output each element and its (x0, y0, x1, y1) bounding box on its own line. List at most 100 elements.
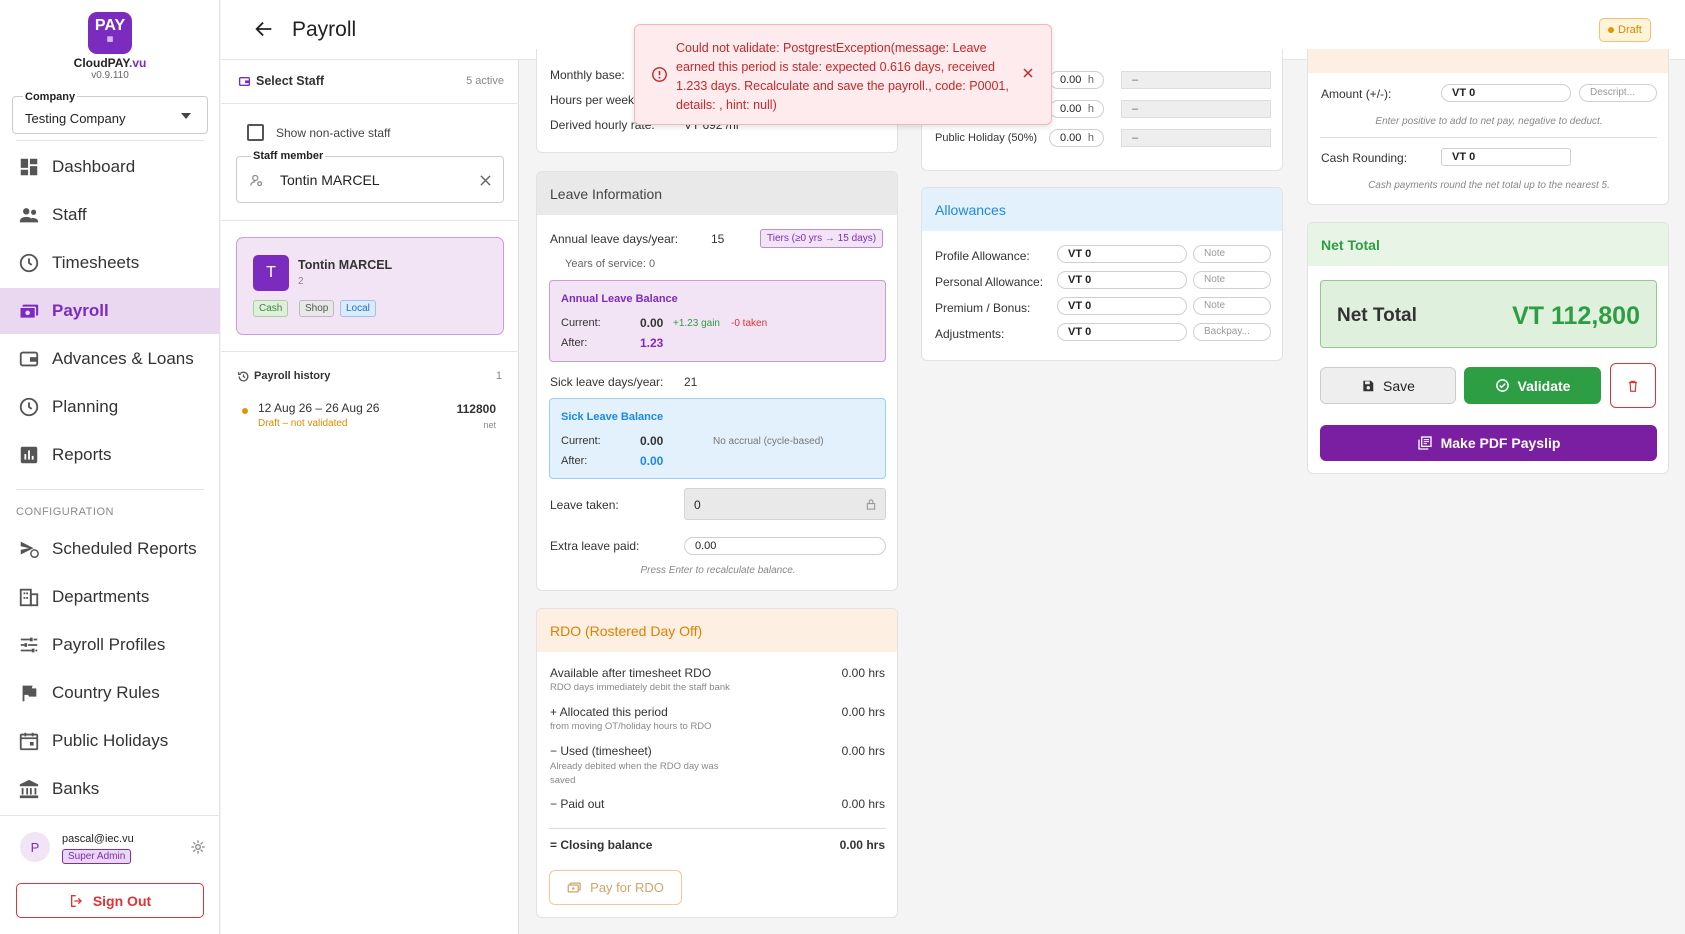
personal-allowance-note[interactable]: Note (1193, 271, 1271, 289)
net-total-box: Net Total VT 112,800 (1320, 280, 1657, 348)
annual-gain: +1.23 gain (673, 318, 720, 329)
brand-name-a: CloudPAY (73, 56, 129, 70)
public-holiday-label: Public Holiday (50%) (935, 132, 1038, 144)
sick-leave-value: 21 (684, 375, 698, 389)
profile-allowance-input[interactable]: VT 0 (1057, 245, 1187, 263)
amount-label: Amount (+/-): (1321, 87, 1392, 101)
leave-title: Leave Information (537, 172, 897, 215)
scheduled-send-icon (20, 541, 39, 558)
chevron-down-icon (181, 113, 191, 119)
personal-allowance-input[interactable]: VT 0 (1057, 271, 1187, 289)
nav-label: Timesheets (52, 253, 140, 272)
nav-banks[interactable]: Banks (0, 766, 220, 812)
app-logo[interactable]: PAY ▦ CloudPAY.vu v0.9.110 (0, 12, 220, 81)
premium-bonus-note[interactable]: Note (1193, 297, 1271, 315)
clear-icon[interactable] (480, 175, 491, 186)
logout-icon (70, 894, 82, 907)
overtime-hours-input[interactable]: 0.00 h (1049, 71, 1104, 89)
nav-payroll-profiles[interactable]: Payroll Profiles (0, 622, 220, 668)
error-toast: Could not validate: PostgrestException(m… (634, 24, 1052, 125)
company-select[interactable]: Company Testing Company (12, 91, 208, 134)
delete-button[interactable] (1610, 363, 1656, 408)
trash-icon (1628, 380, 1638, 392)
brand-name-b: .vu (129, 56, 147, 70)
bank-icon (19, 779, 39, 799)
staff-id: 2 (298, 276, 304, 287)
premium-bonus-input[interactable]: VT 0 (1057, 297, 1187, 315)
divider (221, 351, 519, 352)
nav-departments[interactable]: Departments (0, 574, 220, 620)
validate-button[interactable]: Validate (1464, 367, 1601, 404)
clock-icon (19, 253, 39, 273)
adjustments-input[interactable]: VT 0 (1057, 323, 1187, 341)
sign-out-button[interactable]: Sign Out (16, 883, 204, 918)
nav-reports[interactable]: Reports (0, 432, 220, 478)
logo-icon: PAY ▦ (88, 12, 132, 54)
nav-label: Reports (52, 445, 112, 464)
staff-card[interactable]: T Tontin MARCEL 2 Cash Shop Local (236, 237, 504, 335)
staff-member-field[interactable]: Staff member Tontin MARCEL (236, 150, 504, 203)
leave-taken-label: Leave taken: (550, 498, 619, 512)
sick-balance-title: Sick Leave Balance (561, 411, 664, 423)
nav-staff[interactable]: Staff (0, 192, 220, 238)
payments-icon (567, 882, 581, 893)
nav-dashboard[interactable]: Dashboard (0, 144, 220, 190)
adjustments-note[interactable]: Backpay... (1193, 323, 1271, 341)
config-heading: CONFIGURATION (16, 506, 114, 518)
user-email: pascal@iec.vu (62, 833, 134, 845)
annual-current: 0.00 (640, 316, 664, 330)
public-holiday-hours-input[interactable]: 0.00 h (1049, 129, 1104, 147)
adjustment-panel: Amount (+/-): VT 0 Descript... Enter pos… (1307, 49, 1669, 205)
adjustment-panel-header (1308, 49, 1668, 73)
pay-for-rdo-button[interactable]: Pay for RDO (549, 870, 682, 905)
nav-scheduled-reports[interactable]: Scheduled Reports (0, 526, 220, 572)
gear-icon[interactable] (190, 839, 206, 855)
check-circle-icon (1495, 379, 1509, 392)
calendar-icon (19, 732, 39, 751)
after-label: After: (561, 337, 588, 349)
extra-leave-input[interactable]: 0.00 (684, 537, 886, 555)
overtime-amount: – (1121, 100, 1271, 118)
tag-cash: Cash (253, 300, 289, 317)
history-range: 12 Aug 26 – 26 Aug 26 (258, 401, 380, 415)
overtime-hours-input[interactable]: 0.00 h (1049, 100, 1104, 118)
arrow-back-icon[interactable] (253, 18, 275, 40)
company-value: Testing Company (25, 111, 126, 126)
nav-timesheets[interactable]: Timesheets (0, 240, 220, 286)
sick-accrual: No accrual (cycle-based) (713, 436, 824, 447)
divider (221, 220, 519, 221)
close-icon[interactable] (1022, 67, 1034, 79)
nav-label: Country Rules (52, 683, 160, 702)
net-total-panel: Net Total Net Total VT 112,800 Save Vali… (1307, 222, 1669, 474)
nav-public-holidays[interactable]: Public Holidays (0, 718, 220, 764)
error-icon (652, 67, 667, 82)
nav-payroll[interactable]: Payroll (0, 288, 220, 334)
pdf-icon (1417, 436, 1432, 450)
allowance-label: Profile Allowance: (935, 249, 1030, 263)
leave-taken-field: 0 (684, 488, 886, 520)
show-nonactive-checkbox[interactable] (247, 124, 264, 141)
profile-allowance-note[interactable]: Note (1193, 245, 1271, 263)
current-label: Current: (561, 317, 601, 329)
annual-leave-label: Annual leave days/year: (550, 232, 679, 246)
history-net-label: net (483, 420, 496, 430)
rdo-title: RDO (Rostered Day Off) (537, 609, 897, 652)
history-amount: 112800 (456, 402, 496, 416)
description-input[interactable]: Descript... (1579, 84, 1657, 102)
staff-member-value: Tontin MARCEL (280, 172, 380, 188)
allowances-title: Allowances (922, 188, 1282, 231)
nav-country-rules[interactable]: Country Rules (0, 670, 220, 716)
divider (549, 828, 886, 829)
nav-advances-loans[interactable]: Advances & Loans (0, 336, 220, 382)
rdo-row-value: 0.00 hrs (841, 744, 885, 758)
nav-planning[interactable]: Planning (0, 384, 220, 430)
amount-input[interactable]: VT 0 (1441, 84, 1571, 102)
rdo-row-value: 0.00 hrs (841, 705, 885, 719)
net-total-title: Net Total (1308, 223, 1668, 266)
make-pdf-payslip-button[interactable]: Make PDF Payslip (1320, 425, 1657, 461)
leave-taken-value: 0 (694, 498, 701, 512)
closing-balance-label: = Closing balance (550, 838, 653, 852)
history-item[interactable]: 12 Aug 26 – 26 Aug 26 Draft – not valida… (236, 395, 504, 435)
save-button[interactable]: Save (1320, 367, 1456, 404)
save-label: Save (1383, 377, 1415, 394)
